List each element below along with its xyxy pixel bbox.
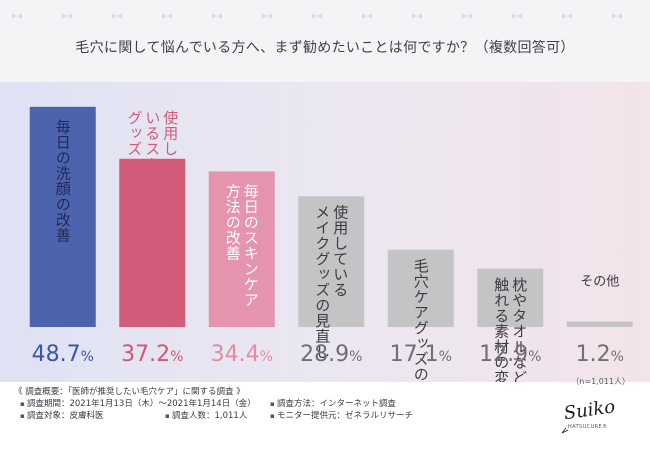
category-label: 触れる素材の変更	[492, 277, 510, 382]
chart-title: 毛穴に関して悩んでいる方へ、まず勧めたいことは何ですか？（複数回答可）	[75, 40, 575, 56]
bow-ornament	[12, 4, 22, 19]
value-label: 17.1%	[390, 342, 452, 367]
value-label: 37.2%	[121, 342, 183, 367]
category-label: グッズの見直し	[125, 110, 143, 219]
survey-target: 調査対象：皮膚科医	[20, 410, 165, 422]
bar	[119, 158, 186, 327]
logo-wordmark: Suiko	[563, 396, 617, 424]
title-band	[0, 0, 650, 82]
value-label: 34.4%	[211, 342, 273, 367]
category-label: 毎日のスキンケア	[242, 183, 260, 307]
bar	[208, 171, 275, 327]
brand-logo: Suiko HATSUCURE®	[561, 396, 617, 434]
bow-ornament	[362, 4, 372, 19]
category-label: 毎日の洗顔の改善	[54, 119, 72, 243]
logo-subtext: HATSUCURE®	[568, 423, 607, 430]
category-label: 方法の改善	[224, 183, 242, 261]
category-label: その他	[580, 275, 619, 290]
bow-ornament	[262, 4, 272, 19]
survey-respondents: 調査人数：1,011人	[165, 410, 270, 422]
bow-ornament	[162, 4, 172, 19]
category-label: メイクグッズの見直し	[313, 204, 331, 359]
bow-ornament	[462, 4, 472, 19]
bow-ornament	[512, 4, 522, 19]
category-label: 毛穴ケアグッズの使用	[412, 258, 430, 382]
survey-row: 調査対象：皮膚科医 調査人数：1,011人 モニター提供元：ゼネラルリサーチ	[14, 410, 474, 422]
logo-swoosh-icon	[561, 427, 569, 434]
bow-ornament	[112, 4, 122, 19]
category-label: いるスキンケア	[143, 110, 161, 219]
bow-ornament	[412, 4, 422, 19]
bow-ornament	[612, 4, 622, 19]
value-label: 28.9%	[300, 342, 362, 367]
survey-provider: モニター提供元：ゼネラルリサーチ	[270, 410, 413, 422]
survey-period: 調査期間：2021年1月13日（木）〜2021年1月14日（金）	[20, 398, 270, 410]
bow-ornament	[312, 4, 322, 19]
bow-ornament	[212, 4, 222, 19]
category-label: 使用している	[331, 204, 349, 297]
bar	[298, 196, 365, 327]
bar	[566, 321, 633, 327]
bar	[29, 106, 96, 327]
survey-row: 調査期間：2021年1月13日（木）〜2021年1月14日（金） 調査方法：イン…	[14, 398, 474, 410]
survey-method: 調査方法：インターネット調査	[270, 398, 396, 410]
bow-ornament	[562, 4, 572, 19]
survey-summary: 《 調査概要：「医師が推奨したい毛穴ケア」に関する調査 》 調査期間：2021年…	[14, 386, 474, 422]
value-label: 1.2%	[576, 342, 624, 367]
value-label: 48.7%	[32, 342, 94, 367]
bow-ornament	[62, 4, 72, 19]
bar	[477, 268, 544, 327]
category-label: 枕やタオルなど肌に	[510, 277, 528, 382]
bar	[387, 249, 454, 327]
sample-size: （n=1,011人）	[571, 377, 630, 386]
survey-heading: 《 調査概要：「医師が推奨したい毛穴ケア」に関する調査 》	[14, 387, 245, 397]
category-label: 使用して	[161, 110, 179, 172]
value-label: 12.9%	[479, 342, 541, 367]
